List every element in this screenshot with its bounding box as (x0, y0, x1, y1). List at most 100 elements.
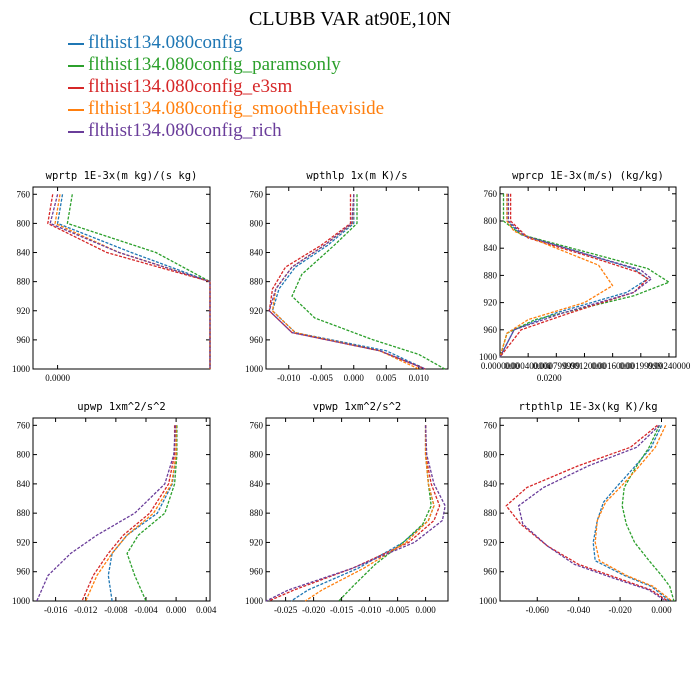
x-tick-label: 0.010 (409, 373, 430, 383)
panel-title: vpwp 1xm^2/s^2 (313, 401, 402, 413)
y-tick-label: 880 (484, 270, 498, 280)
panel-title: wprtp 1E-3x(m kg)/(s kg) (46, 170, 198, 182)
series-line (268, 425, 441, 602)
x-tick-label: 0.000799999 (533, 361, 581, 371)
y-tick-label: 960 (484, 567, 498, 577)
y-tick-label: 960 (250, 567, 264, 577)
y-tick-label: 840 (17, 248, 31, 258)
y-tick-label: 920 (250, 537, 264, 547)
legend-swatch (68, 108, 84, 111)
y-tick-label: 760 (484, 189, 498, 199)
series-line (265, 425, 446, 602)
y-tick-label: 920 (250, 306, 264, 316)
x-tick-label: 0.0000000 (481, 361, 520, 371)
series-line (290, 425, 435, 602)
y-tick-label: 920 (484, 537, 498, 547)
y-tick-label: 1000 (479, 596, 498, 606)
y-tick-label: 760 (17, 420, 31, 430)
series-line (56, 194, 211, 369)
x-tick-label: -0.015 (330, 605, 354, 615)
series-line (499, 193, 614, 358)
y-tick-label: 920 (17, 306, 31, 316)
x-tick-label: 0.00199999 (619, 361, 662, 371)
y-tick-label: 960 (250, 335, 264, 345)
x-tick-label: 0.000 (651, 605, 672, 615)
x-tick-label: 0.004 (196, 605, 217, 615)
x-tick-label: -0.016 (44, 605, 68, 615)
series-line (85, 425, 177, 602)
legend-entry: flthist134.080config_paramsonly (68, 54, 384, 76)
x-tick-label: 0.000 (344, 373, 365, 383)
series-line (36, 425, 177, 602)
y-tick-label: 880 (484, 508, 498, 518)
series-line (271, 194, 420, 370)
series-line (517, 424, 666, 602)
x-tick-label: -0.005 (386, 605, 410, 615)
x-tick-label: -0.005 (310, 373, 334, 383)
y-tick-label: 960 (17, 567, 31, 577)
series-line (81, 425, 176, 602)
legend-swatch (68, 42, 84, 45)
y-tick-label: 800 (484, 450, 498, 460)
y-tick-label: 960 (17, 335, 31, 345)
legend-label: flthist134.080config_e3sm (88, 76, 293, 97)
y-tick-label: 880 (250, 277, 264, 287)
x-tick-label: -0.010 (358, 605, 382, 615)
series-line (66, 194, 211, 369)
panel-frame (499, 417, 677, 602)
y-tick-label: 800 (250, 218, 264, 228)
series-line (107, 425, 177, 602)
x-tick-label: -0.020 (608, 605, 632, 615)
series-line (338, 425, 432, 602)
x-tick-label: -0.060 (526, 605, 550, 615)
series-line (268, 194, 426, 370)
y-tick-label: 800 (17, 450, 31, 460)
series-line (594, 425, 673, 602)
y-tick-label: 760 (17, 189, 31, 199)
series-line (291, 194, 446, 370)
legend-swatch (68, 64, 84, 67)
series-line (499, 193, 653, 358)
panel-frame (265, 186, 449, 370)
panel-frame (499, 186, 677, 358)
x-tick-label: 0.000400000 (505, 361, 553, 371)
series-line (271, 194, 426, 370)
x-tick-label: 0.00120000 (563, 361, 606, 371)
series-line (505, 424, 669, 602)
series-line (304, 425, 435, 602)
y-tick-label: 1000 (245, 364, 264, 374)
series-line (47, 194, 211, 369)
x-tick-label: 0.000 (415, 605, 436, 615)
y-tick-label: 840 (250, 479, 264, 489)
y-tick-label: 800 (17, 218, 31, 228)
y-tick-label: 840 (17, 479, 31, 489)
panel-title: wpthlp 1x(m K)/s (306, 170, 407, 182)
x-tick-label: -0.012 (74, 605, 97, 615)
y-tick-label: 840 (484, 243, 498, 253)
x-tick-label: -0.008 (104, 605, 128, 615)
y-tick-label: 760 (250, 189, 264, 199)
y-tick-label: 880 (17, 508, 31, 518)
x-tick-label: -0.040 (567, 605, 591, 615)
legend-swatch (68, 130, 84, 133)
series-line (54, 194, 211, 369)
panel-frame (32, 186, 211, 370)
y-tick-label: 800 (484, 216, 498, 226)
figure-title: CLUBB VAR at90E,10N (248, 8, 452, 30)
legend-label: flthist134.080config_paramsonly (88, 54, 341, 75)
series-line (499, 193, 670, 358)
panel-frame (32, 417, 211, 602)
legend-swatch (68, 86, 84, 89)
legend-label: flthist134.080config_smoothHeaviside (88, 98, 385, 119)
y-tick-label: 1000 (245, 596, 264, 606)
x-tick-label: 0.0000 (45, 373, 70, 383)
y-tick-label: 760 (484, 420, 498, 430)
series-line (621, 425, 675, 602)
x-tick-label: 0.00160000 (591, 361, 634, 371)
x-tick-label: 0.0200 (537, 373, 562, 383)
legend-label: flthist134.080config_rich (88, 120, 282, 141)
legend-entry: flthist134.080config_rich (68, 120, 384, 142)
panel-title: upwp 1xm^2/s^2 (77, 401, 166, 413)
x-tick-label: -0.025 (274, 605, 298, 615)
